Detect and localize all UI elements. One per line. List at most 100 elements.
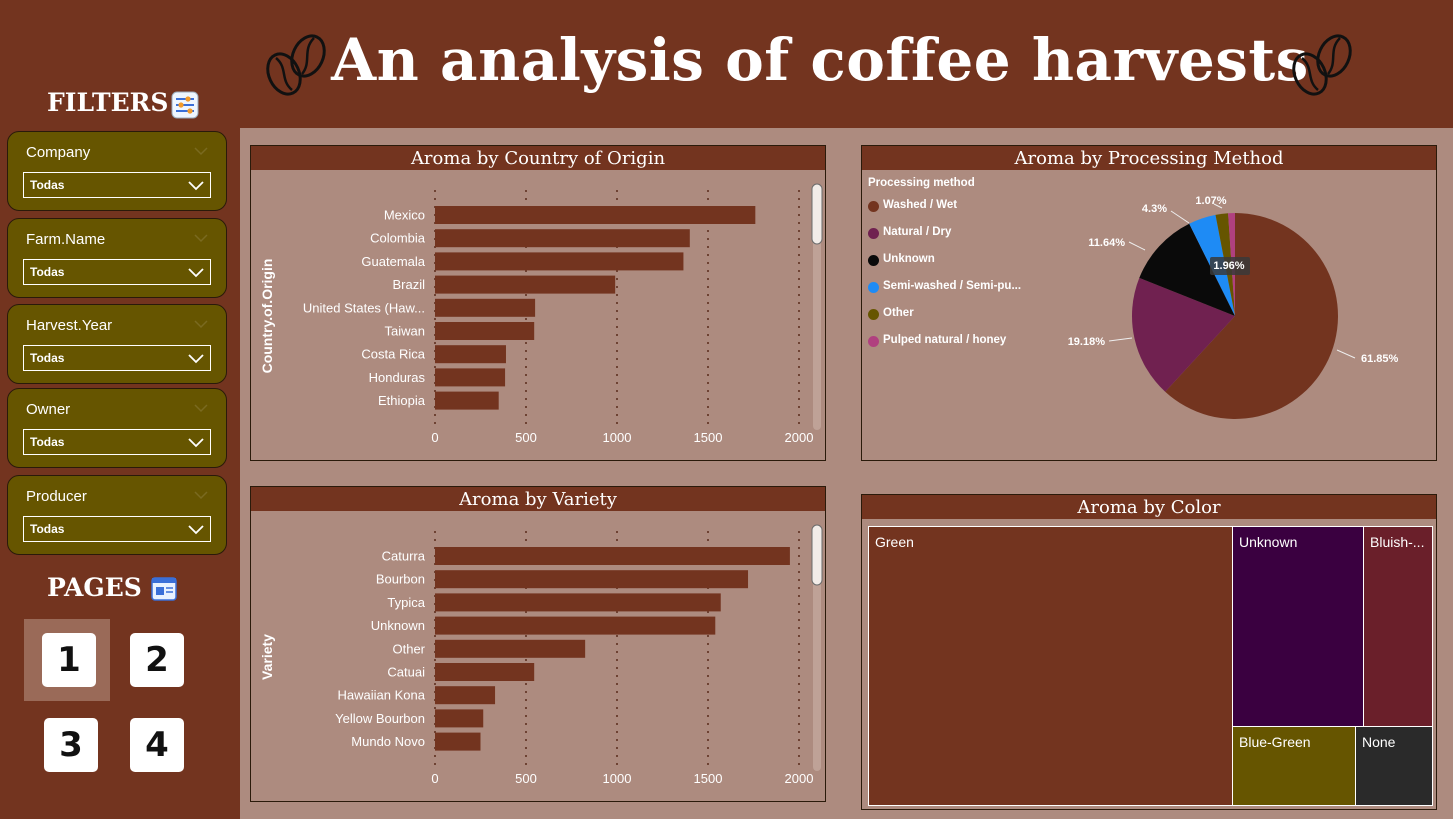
bar[interactable]	[435, 570, 749, 589]
slicer-owner: Owner Todas	[7, 388, 227, 468]
x-tick-label: 2000	[785, 430, 814, 445]
legend-swatch	[868, 336, 879, 347]
bar[interactable]	[435, 275, 616, 294]
treemap-tile-blue-green[interactable]: Blue-Green	[1232, 726, 1357, 806]
slicer-label: Owner	[26, 401, 71, 418]
page-button-2[interactable]: 2	[112, 619, 198, 701]
filter-sliders-icon	[171, 91, 199, 119]
legend-label: Pulped natural / honey	[883, 334, 1007, 346]
legend-title: Processing method	[868, 177, 975, 189]
legend-label: Other	[883, 307, 914, 319]
pie-slice[interactable]	[1139, 223, 1235, 316]
bar[interactable]	[435, 547, 790, 565]
chart-aroma-by-processing[interactable]: Aroma by Processing Method Processing me…	[861, 145, 1437, 461]
legend-swatch	[868, 201, 879, 212]
leader-line	[1108, 337, 1133, 342]
chart-title: Aroma by Processing Method	[862, 146, 1436, 170]
treemap-label: Bluish-...	[1370, 534, 1425, 550]
bar[interactable]	[435, 639, 586, 658]
slicer-dropdown[interactable]: Todas	[23, 345, 211, 371]
leader-line	[1213, 203, 1223, 209]
data-label: 1.07%	[1195, 195, 1226, 207]
bar[interactable]	[435, 709, 484, 728]
treemap-tile-unknown[interactable]: Unknown	[1232, 526, 1365, 728]
page-button-4[interactable]: 4	[112, 704, 198, 786]
bar[interactable]	[435, 298, 536, 317]
pages-title: PAGES	[47, 573, 142, 602]
page-button-label: 3	[59, 725, 83, 765]
legend-label: Natural / Dry	[883, 226, 952, 238]
bar[interactable]	[435, 206, 756, 224]
legend-label: Unknown	[883, 253, 935, 265]
leader-line	[1128, 241, 1146, 251]
x-tick-label: 0	[431, 771, 438, 786]
x-tick-label: 1000	[603, 771, 632, 786]
category-label: Unknown	[371, 618, 425, 633]
chevron-down-icon[interactable]	[194, 490, 208, 500]
page-button-label: 4	[145, 725, 169, 765]
slicer-farm-name: Farm.Name Todas	[7, 218, 227, 298]
treemap-tile-bluish[interactable]: Bluish-...	[1363, 526, 1433, 728]
scrollbar-track[interactable]	[813, 184, 821, 430]
legend-swatch	[868, 255, 879, 266]
chart-aroma-by-variety[interactable]: Aroma by Variety 0 500 1000 1500 2000 Caturra…	[250, 486, 826, 802]
legend-swatch	[868, 282, 879, 293]
treemap-tile-none[interactable]: None	[1355, 726, 1433, 806]
slicer-value: Todas	[30, 178, 65, 192]
bar[interactable]	[435, 252, 684, 271]
category-label: Typica	[387, 595, 425, 610]
leader-line	[1336, 349, 1356, 359]
chart-title: Aroma by Color	[862, 495, 1436, 519]
scrollbar-thumb[interactable]	[811, 524, 823, 586]
category-label: Yellow Bourbon	[335, 711, 425, 726]
pages-icon	[151, 577, 177, 601]
slicer-dropdown[interactable]: Todas	[23, 516, 211, 542]
x-tick-label: 500	[515, 771, 537, 786]
bar[interactable]	[435, 391, 499, 410]
chevron-down-icon[interactable]	[194, 403, 208, 413]
category-label: Guatemala	[361, 254, 425, 269]
bar[interactable]	[435, 322, 535, 340]
x-tick-label: 2000	[785, 771, 814, 786]
y-axis-label: Variety	[259, 634, 275, 680]
pie-chart-processing: 61.85% 19.18% 11.64% 4.3% 1.07% 1.96%	[1068, 195, 1399, 419]
slicer-dropdown[interactable]: Todas	[23, 172, 211, 198]
scrollbar-thumb[interactable]	[811, 183, 823, 245]
slicer-value: Todas	[30, 351, 65, 365]
pie-slice[interactable]	[1132, 277, 1235, 392]
legend-swatch	[868, 228, 879, 239]
bar[interactable]	[435, 593, 721, 612]
x-tick-label: 0	[431, 430, 438, 445]
chevron-down-icon[interactable]	[194, 319, 208, 329]
category-label: Colombia	[370, 231, 426, 246]
page-button-3[interactable]: 3	[26, 704, 112, 786]
bar[interactable]	[435, 732, 481, 751]
scrollbar-track[interactable]	[813, 525, 821, 771]
page-button-1[interactable]: 1	[24, 619, 110, 701]
chevron-down-icon	[188, 268, 204, 278]
bar[interactable]	[435, 663, 535, 681]
category-label: Honduras	[369, 370, 426, 385]
bar[interactable]	[435, 616, 716, 635]
treemap-tile-green[interactable]: Green	[868, 526, 1234, 806]
chevron-down-icon[interactable]	[194, 146, 208, 156]
chart-aroma-by-country[interactable]: Aroma by Country of Origin 0 500 1000 1500 2…	[250, 145, 826, 461]
chevron-down-icon[interactable]	[194, 233, 208, 243]
bar[interactable]	[435, 686, 496, 705]
slicer-dropdown[interactable]: Todas	[23, 259, 211, 285]
bar[interactable]	[435, 229, 690, 248]
chart-aroma-by-color[interactable]: Aroma by Color Green Unknown Bluish-... …	[861, 494, 1437, 810]
category-label: Hawaiian Kona	[338, 688, 426, 703]
tooltip-bg	[1210, 257, 1250, 275]
data-label: 61.85%	[1361, 353, 1399, 365]
slicer-company: Company Todas	[7, 131, 227, 211]
category-label: Catuai	[387, 665, 425, 680]
data-label: 11.64%	[1088, 237, 1125, 249]
bar[interactable]	[435, 345, 506, 364]
filters-title: FILTERS	[47, 88, 169, 117]
bar[interactable]	[435, 368, 506, 387]
slicer-value: Todas	[30, 265, 65, 279]
pie-slice[interactable]	[1165, 213, 1338, 419]
slicer-dropdown[interactable]: Todas	[23, 429, 211, 455]
slicer-value: Todas	[30, 522, 65, 536]
